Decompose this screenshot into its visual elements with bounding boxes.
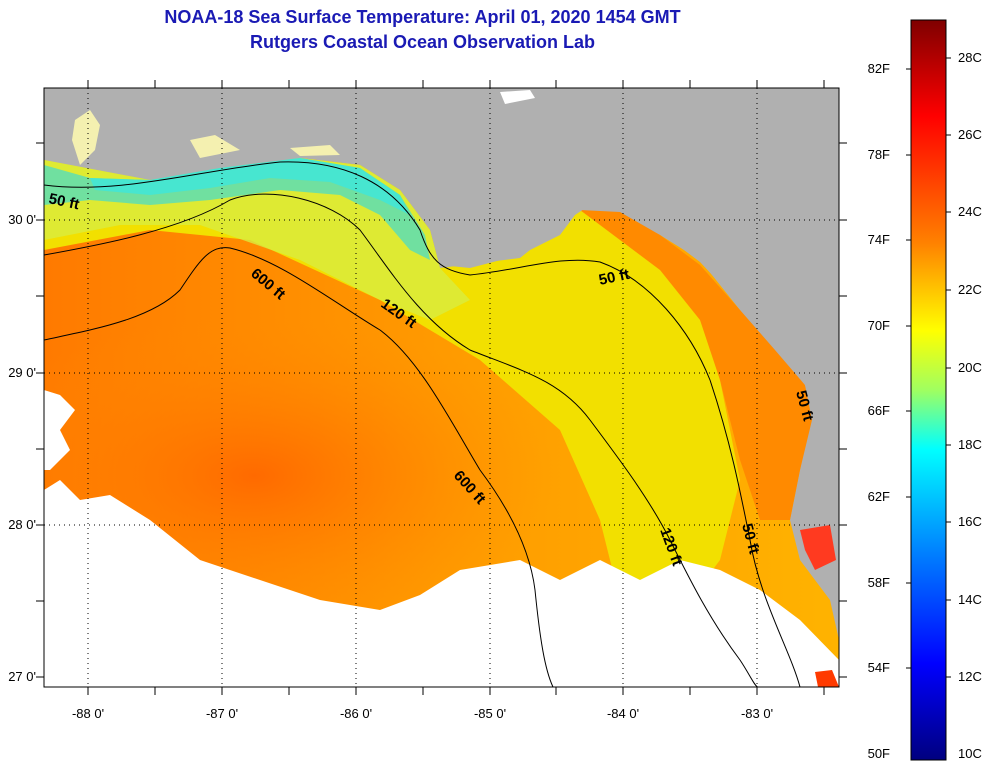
lat-label: 29 0' [8, 365, 36, 380]
colorbar-c-label: 10C [958, 746, 982, 761]
colorbar-f-label: 54F [867, 660, 890, 675]
colorbar-f-label: 82F [867, 61, 890, 76]
colorbar-f-label: 58F [867, 575, 890, 590]
lon-label: -84 0' [606, 706, 640, 721]
colorbar-c-label: 28C [958, 50, 982, 65]
sea-shelf-yellow [44, 158, 740, 600]
lat-label: 30 0' [8, 212, 36, 227]
colorbar-ticks [906, 57, 951, 678]
colorbar-c-label: 22C [958, 282, 982, 297]
map-frame [43, 87, 840, 688]
lon-label: -88 0' [71, 706, 105, 721]
colorbar-c-label: 16C [958, 514, 982, 529]
colorbar-c-label: 20C [958, 360, 982, 375]
map-subtitle: Rutgers Coastal Ocean Observation Lab [249, 32, 596, 52]
sea-coastal-cyan [90, 158, 410, 215]
tampa-bay [800, 525, 836, 570]
colorbar-c-label: 26C [958, 127, 982, 142]
colorbar-c-label: 12C [958, 669, 982, 684]
colorbar-f-label: 78F [867, 147, 890, 162]
colorbar-c-label: 18C [958, 437, 982, 452]
colorbar-f-label: 50F [867, 746, 890, 761]
lat-label: 28 0' [8, 517, 36, 532]
contour-600ft [44, 247, 554, 687]
contour-120ft [44, 193, 759, 687]
contour-50ft-west [44, 161, 801, 687]
cloud-cover [44, 480, 839, 687]
lon-label: -85 0' [473, 706, 507, 721]
lake-white [500, 90, 535, 104]
colorbar-f-label: 62F [867, 489, 890, 504]
axis-ticks [36, 80, 847, 695]
cloud-patch-left [44, 390, 75, 470]
colorbar-c-label: 14C [958, 592, 982, 607]
colorbar [910, 19, 947, 761]
sea-florida-orange [580, 210, 812, 520]
coast-hot-spot [815, 670, 839, 687]
lat-label: 27 0' [8, 669, 36, 684]
colorbar-f-label: 74F [867, 232, 890, 247]
lon-label: -83 0' [740, 706, 774, 721]
colorbar-f-label: 66F [867, 403, 890, 418]
map-title: NOAA-18 Sea Surface Temperature: April 0… [164, 7, 681, 27]
contour-label: 50 ft [47, 190, 81, 213]
coastal-bays [72, 110, 340, 165]
lon-label: -86 0' [339, 706, 373, 721]
colorbar-c-label: 24C [958, 204, 982, 219]
colorbar-f-label: 70F [867, 318, 890, 333]
florida-land [44, 88, 839, 520]
lon-label: -87 0' [205, 706, 239, 721]
